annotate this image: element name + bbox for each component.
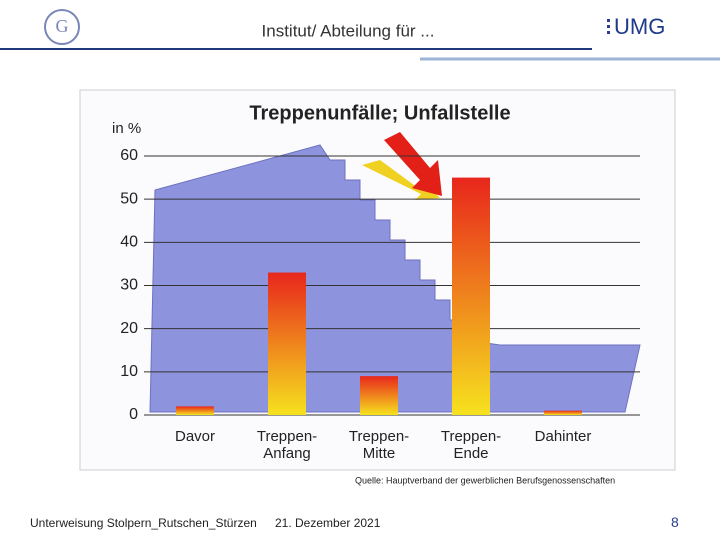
y-tick-label: 10 [120,363,138,380]
source: Quelle: Hauptverband der gewerblichen Be… [355,475,615,485]
x-tick-label: Treppen- Ende [440,428,502,462]
y-tick-label: 60 [120,147,138,164]
page-number: 8 [671,514,679,530]
header-title: Institut/ Abteilung für ... [262,21,435,40]
brand: UMG [614,14,665,39]
brand-dots [607,19,610,34]
y-tick-label: 20 [120,320,138,337]
logo: G [44,9,80,45]
y-tick-label: 30 [120,277,138,294]
arrow-down [384,132,442,196]
bar [176,406,214,415]
chart-title: Treppenunfälle; Unfallstelle [249,102,510,124]
y-axis-label: in % [112,120,141,137]
footer-topic: Unterweisung Stolpern_Rutschen_Stürzen [30,516,257,530]
y-tick-label: 50 [120,190,138,207]
bar [360,376,398,415]
bar [268,272,306,415]
bar [452,177,490,415]
x-tick-label: Treppen- Anfang [256,428,318,462]
x-tick-label: Dahinter [534,428,592,445]
svg-text:G: G [56,16,69,36]
footer-date: 21. Dezember 2021 [275,516,381,530]
y-tick-label: 0 [129,406,138,423]
bar [544,410,582,415]
y-tick-label: 40 [120,234,138,251]
x-tick-label: Treppen- Mitte [348,428,410,462]
x-tick-label: Davor [174,428,215,445]
